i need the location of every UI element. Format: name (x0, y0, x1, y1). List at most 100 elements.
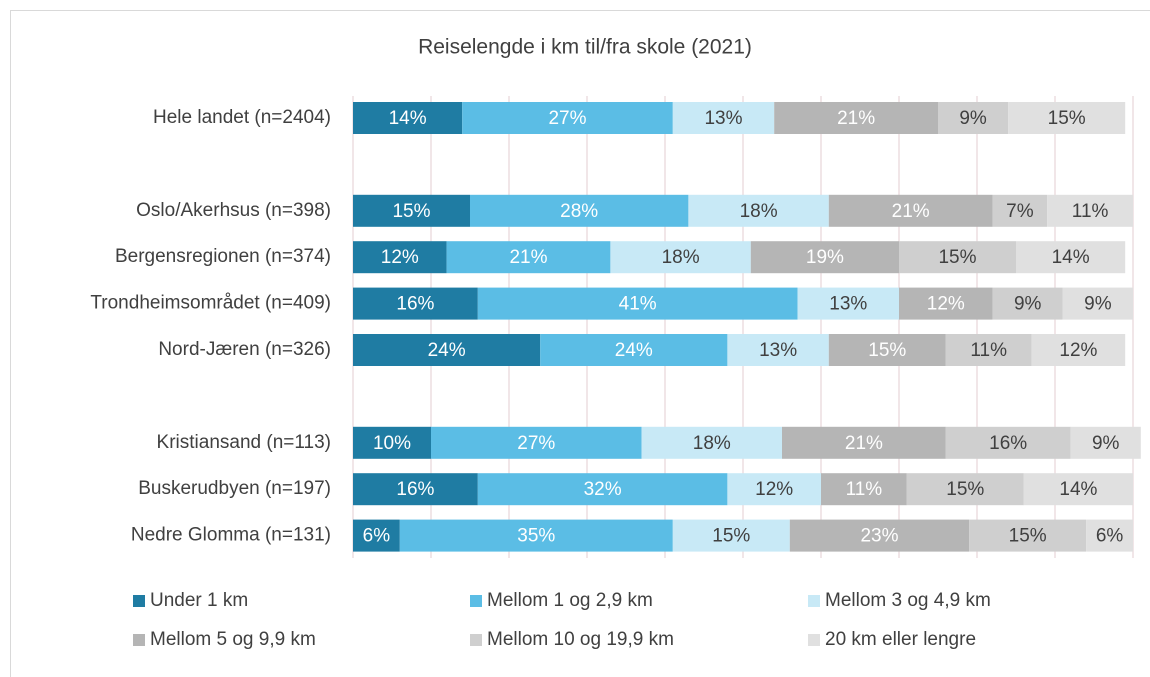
bar-segment (353, 426, 431, 459)
data-label: 9% (1014, 294, 1042, 315)
bar-segment (1086, 519, 1133, 552)
data-label: 12% (381, 247, 419, 268)
data-label: 15% (392, 201, 430, 222)
chart-title: Reiselengde i km til/fra skole (2021) (418, 36, 752, 59)
data-label: 28% (560, 201, 598, 222)
bar-segment (672, 519, 790, 552)
data-label: 15% (712, 526, 750, 547)
data-label: 24% (615, 340, 653, 361)
data-label: 18% (740, 201, 778, 222)
bar-segment (353, 287, 478, 320)
bar-segment (750, 241, 899, 274)
data-label: 10% (373, 433, 411, 454)
data-label: 21% (509, 247, 547, 268)
legend-swatch (470, 634, 482, 646)
bar-segment (906, 473, 1024, 506)
bar-segment (1047, 194, 1133, 227)
data-label: 12% (1059, 340, 1097, 361)
data-label: 15% (1048, 108, 1086, 129)
bar-segment (1031, 334, 1126, 366)
bar-segment (353, 519, 400, 552)
bar-segment (1062, 287, 1133, 320)
data-label: 15% (868, 340, 906, 361)
y-tick-label: Bergensregionen (n=374) (115, 246, 331, 267)
legend-label: Under 1 km (150, 590, 248, 611)
data-label: 35% (517, 526, 555, 547)
bar-segment (774, 102, 938, 134)
bar-segment (899, 287, 993, 320)
data-label: 16% (989, 433, 1027, 454)
data-label: 15% (1009, 526, 1047, 547)
bar-segment (353, 473, 478, 506)
bar-segment (672, 102, 775, 134)
data-label: 11% (1072, 201, 1109, 222)
bar-segment (1016, 241, 1126, 274)
bar-segment (899, 241, 1016, 274)
data-label: 24% (428, 340, 466, 361)
bar-segment (1023, 473, 1133, 506)
bar-segment (610, 241, 751, 274)
data-label: 41% (619, 294, 657, 315)
bar-segment (992, 287, 1063, 320)
legend-label: Mellom 1 og 2,9 km (487, 590, 653, 611)
data-label: 13% (759, 340, 797, 361)
data-label: 18% (693, 433, 731, 454)
bar-segment (641, 426, 782, 459)
bar-segment (1008, 102, 1126, 134)
data-label: 23% (860, 526, 898, 547)
y-tick-label: Kristiansand (n=113) (157, 432, 331, 453)
data-label: 9% (959, 108, 987, 129)
data-label: 16% (396, 294, 434, 315)
legend-label: 20 km eller lengre (825, 629, 976, 650)
y-tick-label: Oslo/Akerhsus (n=398) (136, 200, 331, 221)
data-label: 15% (946, 479, 984, 500)
data-label: 18% (662, 247, 700, 268)
bar-segment (797, 287, 899, 320)
bar-segment (462, 102, 673, 134)
y-tick-label: Hele landet (n=2404) (153, 107, 331, 128)
bar-segment (992, 194, 1048, 227)
data-label: 11% (970, 340, 1007, 361)
bar-segment (540, 334, 728, 366)
legend-swatch (133, 634, 145, 646)
y-tick-label: Nord-Jæren (n=326) (158, 339, 331, 360)
data-label: 12% (755, 479, 793, 500)
bar-segment (938, 102, 1009, 134)
bar-segment (828, 334, 946, 366)
bar-segment (821, 473, 907, 506)
data-label: 21% (837, 108, 875, 129)
bar-segment (727, 334, 829, 366)
data-label: 27% (548, 108, 586, 129)
data-label: 9% (1092, 433, 1120, 454)
legend-label: Mellom 10 og 19,9 km (487, 629, 674, 650)
legend-swatch (808, 595, 820, 607)
data-label: 14% (389, 108, 427, 129)
bar-segment (353, 194, 470, 227)
data-label: 13% (829, 294, 867, 315)
bar-segment (470, 194, 689, 227)
bar-segment (1070, 426, 1141, 459)
legend-swatch (470, 595, 482, 607)
data-label: 7% (1006, 201, 1034, 222)
data-label: 9% (1084, 294, 1112, 315)
bar-segment (727, 473, 821, 506)
legend-swatch (808, 634, 820, 646)
bar-segment (828, 194, 993, 227)
chart-frame (10, 10, 1150, 677)
legend-label: Mellom 3 og 4,9 km (825, 590, 991, 611)
data-label: 15% (938, 247, 976, 268)
bar-segment (969, 519, 1087, 552)
data-label: 27% (517, 433, 555, 454)
data-label: 6% (1096, 526, 1124, 547)
bar-segment (477, 473, 728, 506)
y-tick-label: Trondheimsområdet (n=409) (90, 293, 331, 314)
bar-segment (353, 334, 541, 366)
bar-segment (353, 102, 463, 134)
bar-segment (431, 426, 642, 459)
data-label: 14% (1052, 247, 1090, 268)
data-label: 32% (584, 479, 622, 500)
data-label: 6% (363, 526, 391, 547)
bar-segment (945, 426, 1071, 459)
bar-segment (789, 519, 970, 552)
